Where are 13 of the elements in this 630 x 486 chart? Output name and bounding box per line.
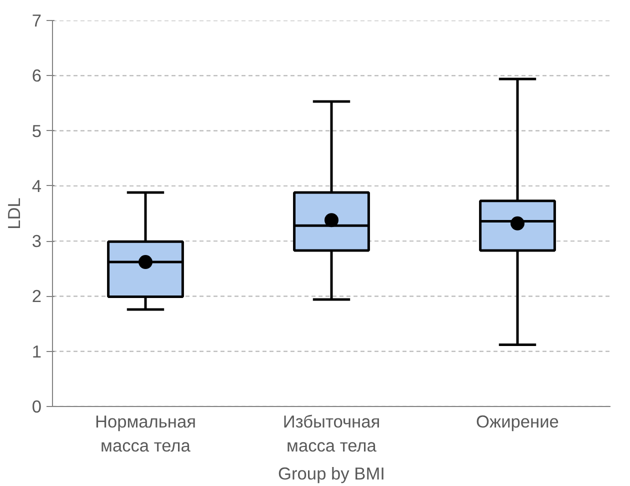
x-axis-title: Group by BMI: [278, 464, 385, 484]
x-tick-label: Избыточная масса тела: [282, 412, 380, 456]
y-tick-label: 4: [32, 176, 42, 196]
y-tick-label: 7: [32, 10, 42, 30]
y-tick-label: 0: [32, 396, 42, 416]
y-axis-title: LDL: [4, 197, 24, 230]
x-tick-label: Ожирение: [476, 412, 559, 432]
y-tick-label: 6: [32, 66, 42, 86]
y-tick-label: 5: [32, 120, 42, 141]
y-tick-label: 1: [32, 341, 42, 362]
y-tick-label: 3: [32, 231, 42, 252]
y-tick-label: 2: [32, 286, 42, 306]
x-tick-label: Нормальная масса тела: [94, 412, 196, 456]
